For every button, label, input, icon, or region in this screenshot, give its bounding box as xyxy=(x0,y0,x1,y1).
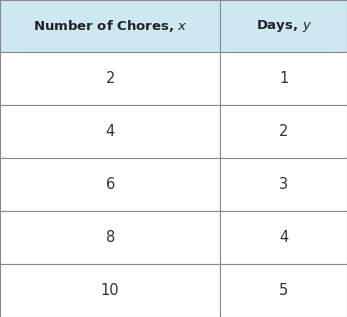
Text: 4: 4 xyxy=(279,230,288,245)
Text: Days, $y$: Days, $y$ xyxy=(256,18,312,34)
Bar xyxy=(0,264,220,317)
Bar xyxy=(220,211,347,264)
Bar xyxy=(220,158,347,211)
Text: 5: 5 xyxy=(279,283,288,298)
Text: 10: 10 xyxy=(101,283,119,298)
Bar xyxy=(0,158,220,211)
Text: 2: 2 xyxy=(279,124,288,139)
Bar xyxy=(0,105,220,158)
Text: 1: 1 xyxy=(279,71,288,86)
Bar xyxy=(220,0,347,52)
Bar xyxy=(220,52,347,105)
Text: 8: 8 xyxy=(105,230,115,245)
Text: 2: 2 xyxy=(105,71,115,86)
Bar xyxy=(0,52,220,105)
Text: Number of Chores, $x$: Number of Chores, $x$ xyxy=(33,18,187,34)
Text: 3: 3 xyxy=(279,177,288,192)
Bar xyxy=(220,105,347,158)
Bar xyxy=(0,0,220,52)
Bar xyxy=(220,264,347,317)
Bar xyxy=(0,211,220,264)
Text: 6: 6 xyxy=(105,177,115,192)
Text: 4: 4 xyxy=(105,124,115,139)
